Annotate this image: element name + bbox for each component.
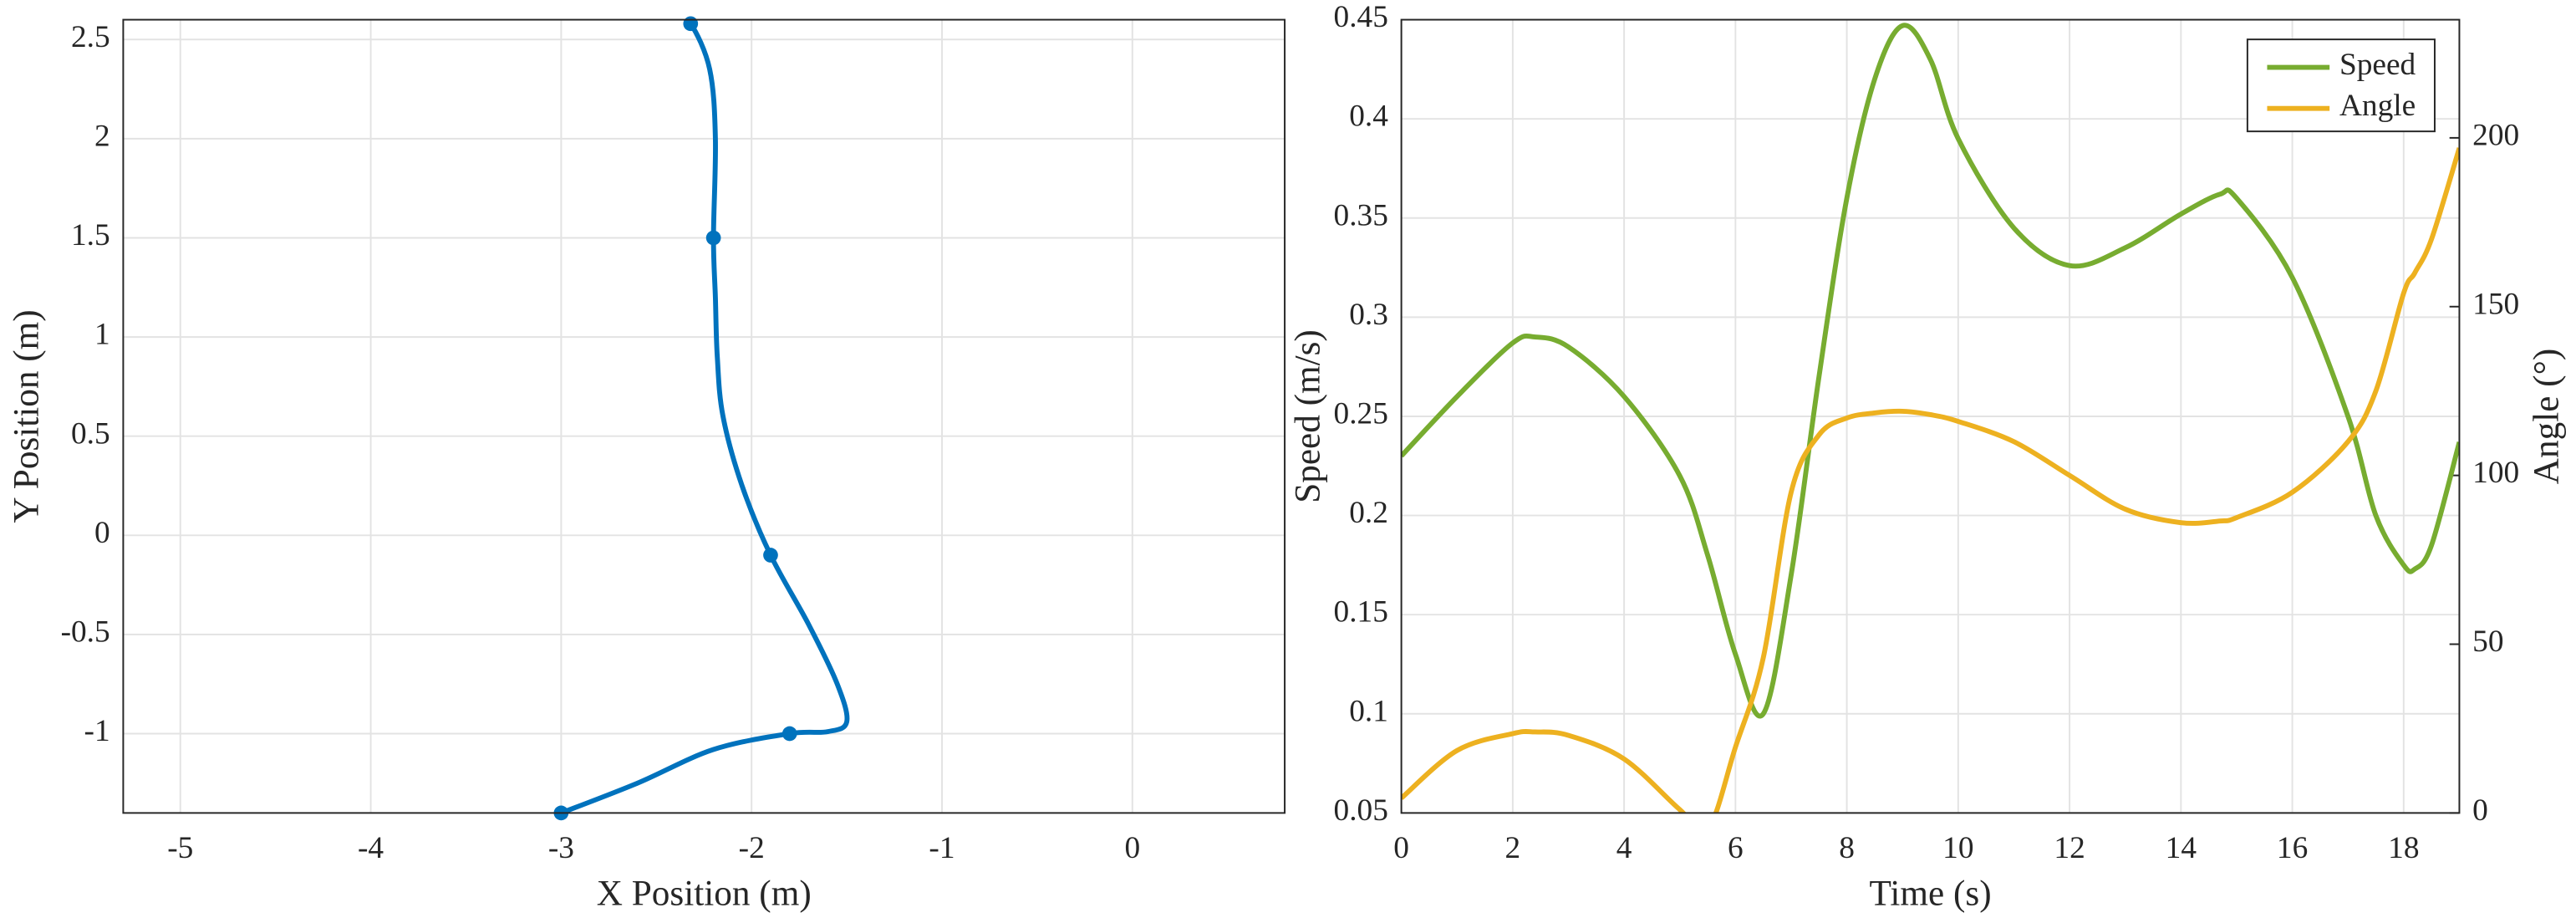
x-axis-label: X Position (m) [597,873,812,913]
plot-area [123,19,1285,813]
y-axis-label: Speed (m/s) [1287,329,1327,503]
y-tick-label: 0.1 [1349,694,1388,728]
legend-box [2246,38,2436,133]
y-tick-label: 2.5 [71,20,110,54]
y-tick-label: 0 [94,516,110,550]
y-tick-label: -1 [84,714,110,748]
y-tick-label: 0.35 [1334,198,1388,232]
y-tick-label: 0.05 [1334,793,1388,828]
x-tick-label: 14 [2166,831,2197,865]
y-tick-label: 0.5 [71,416,110,451]
y-tick-label: 0.45 [1334,0,1388,34]
y-tick-label: 0.15 [1334,595,1388,630]
y-tick-label: 0.4 [1349,99,1388,134]
y-tick-label: 0.2 [1349,496,1388,530]
x-tick-label: 2 [1505,831,1521,865]
x-tick-label: 16 [2277,831,2308,865]
marker [763,548,778,563]
x-axis-label: Time (s) [1869,873,1991,913]
y-tick-label: 2 [94,119,110,153]
plot-frame [122,18,1286,814]
plot-frame [1400,18,2461,814]
x-tick-label: 4 [1616,831,1632,865]
line-series [560,19,850,813]
legend-label: Speed [2339,48,2416,82]
x-tick-label: -3 [548,831,574,865]
y2-tick-label: 0 [2472,793,2488,828]
x-tick-label: 12 [2054,831,2085,865]
y-tick-label: -0.5 [61,614,110,649]
x-tick-label: 18 [2388,831,2419,865]
y-tick-label: 1 [94,318,110,352]
x-tick-label: -4 [358,831,384,865]
x-tick-label: 8 [1839,831,1855,865]
legend-label: Angle [2339,89,2416,123]
y2-tick-label: 100 [2472,456,2519,490]
x-tick-label: -1 [929,831,955,865]
line-series [1401,23,2460,719]
marker [705,230,721,246]
y2-tick-label: 50 [2472,625,2503,659]
marker [683,16,699,32]
x-tick-label: -2 [739,831,765,865]
line-series [1401,147,2460,813]
x-tick-label: 6 [1728,831,1744,865]
x-tick-label: 0 [1124,831,1140,865]
y-tick-label: 0.25 [1334,397,1388,431]
y2-tick-label: 150 [2472,287,2519,321]
x-tick-label: 0 [1393,831,1409,865]
y-tick-label: 1.5 [71,218,110,252]
y-axis-label: Y Position (m) [6,309,46,523]
y2-axis-label: Angle (°) [2526,349,2566,484]
marker [781,726,797,742]
y2-tick-label: 200 [2472,118,2519,152]
y-tick-label: 0.3 [1349,298,1388,332]
x-tick-label: -5 [167,831,193,865]
x-tick-label: 10 [1942,831,1973,865]
